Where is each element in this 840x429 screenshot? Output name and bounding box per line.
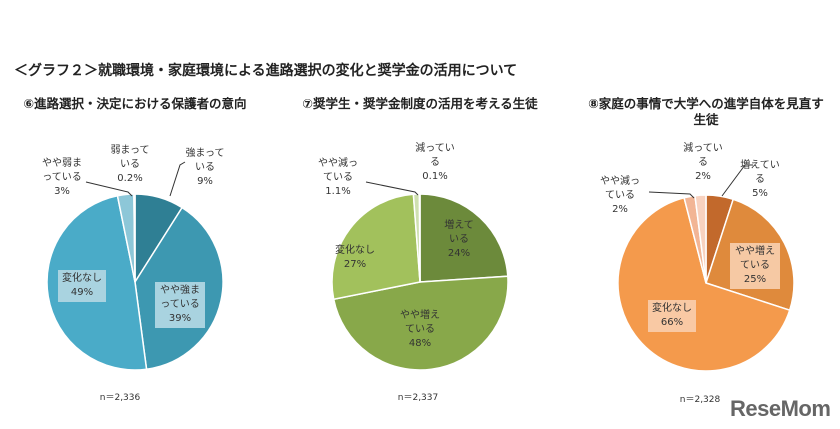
slice-label: 減っている 0.1%: [414, 142, 456, 184]
resemom-logo: ReseMom: [730, 396, 831, 421]
slice-value: 3%: [54, 186, 70, 197]
chart-title-7: ⑦奨学生・奨学金制度の活用を考える生徒: [302, 96, 538, 111]
slice-label-text: やや減っている: [318, 158, 358, 183]
slice-label-text: 変化なし: [62, 273, 102, 284]
slice-label-text: やや増えている: [400, 310, 440, 335]
slice-label-text: やや弱まっている: [42, 158, 82, 183]
leader-line: [721, 164, 753, 197]
pie-slice: [331, 193, 421, 301]
slice-value: 2%: [612, 204, 628, 215]
slice-label-text: 増えている: [444, 220, 474, 245]
slice-label-text: 弱まっている: [110, 145, 150, 170]
slice-value: 48%: [408, 338, 432, 349]
chart-title-6: ⑥進路選択・決定における保護者の意向: [23, 96, 247, 111]
slice-value: 2%: [695, 171, 711, 182]
slice-value: 5%: [752, 188, 768, 199]
slice-label-text: 変化なし: [652, 303, 692, 314]
slice-label-text: やや強まっている: [160, 285, 200, 310]
pie-slice: [133, 193, 136, 283]
slice-value: 39%: [168, 313, 192, 324]
slice-value: 66%: [660, 317, 684, 328]
slice-label: やや弱まっている 3%: [41, 157, 83, 199]
pie-slice: [419, 193, 509, 283]
slice-value: 27%: [343, 259, 367, 270]
slice-label: やや減っている 1.1%: [317, 157, 359, 199]
slice-label-text: 減っている: [415, 143, 455, 168]
slice-label-text: やや減っている: [600, 176, 640, 201]
sample-size-7: n＝2,337: [397, 393, 439, 403]
pie-slice: [694, 194, 707, 284]
leader-line: [85, 181, 133, 197]
slice-label: 増えている 5%: [739, 159, 781, 201]
sample-size-6: n＝2,336: [99, 393, 141, 403]
slice-value: 0.1%: [422, 171, 448, 182]
pie-slice: [332, 275, 509, 371]
slice-label: 強まっている 9%: [184, 147, 226, 189]
slice-label-text: 強まっている: [185, 148, 225, 173]
slice-label: 変化なし 49%: [58, 270, 106, 302]
slice-label: 変化なし 27%: [335, 244, 375, 272]
slice-label: やや増えている 48%: [399, 309, 441, 351]
slice-label-text: 増えている: [740, 160, 780, 185]
pie-slice: [418, 193, 421, 283]
slice-label: やや強まっている 39%: [155, 282, 205, 328]
slice-value: 49%: [70, 287, 94, 298]
leader-line: [648, 191, 695, 199]
page-title: ＜グラフ２＞就職環境・家庭環境による進路選択の変化と奨学金の活用について: [14, 63, 518, 79]
slice-label: 増えている 24%: [443, 219, 475, 261]
sample-size-8: n＝2,328: [679, 395, 721, 405]
chart-title-8: ⑧家庭の事情で大学への進学自体を見直す生徒: [588, 96, 824, 127]
slice-label: 減っている 2%: [682, 142, 724, 184]
leader-line: [365, 181, 419, 196]
slice-label-text: 減っている: [683, 143, 723, 168]
slice-label-text: 変化なし: [335, 245, 375, 256]
leader-line: [169, 161, 186, 197]
slice-value: 25%: [743, 274, 767, 285]
slice-label: やや増えている 25%: [730, 243, 780, 289]
slice-value: 1.1%: [325, 186, 351, 197]
slice-value: 9%: [197, 176, 213, 187]
slice-label-text: やや増えている: [735, 246, 775, 271]
slice-label: 弱まっている 0.2%: [109, 144, 151, 186]
slice-value: 24%: [447, 248, 471, 259]
slice-label: やや減っている 2%: [599, 175, 641, 217]
slice-label: 変化なし 66%: [648, 300, 696, 332]
slice-value: 0.2%: [117, 173, 143, 184]
